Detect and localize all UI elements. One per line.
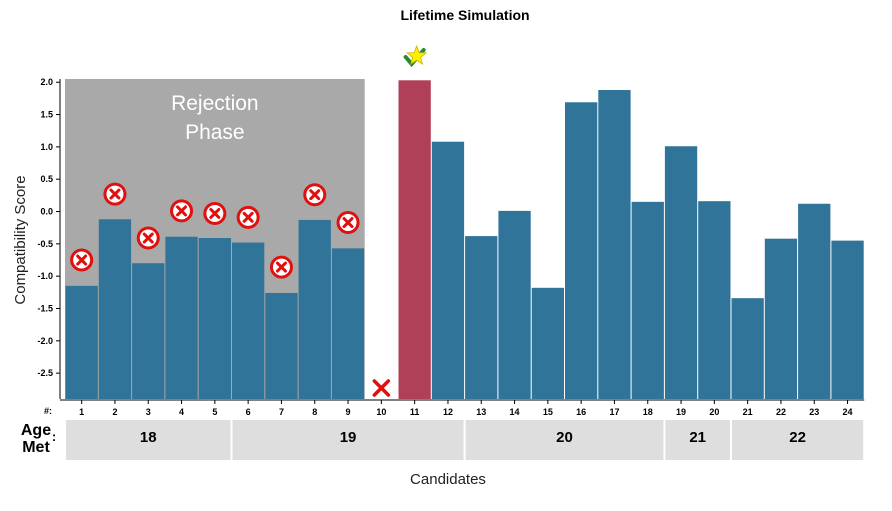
bar-candidate-15 xyxy=(531,287,564,399)
y-tick-label: -1.0 xyxy=(37,271,53,281)
x-tick-label: 11 xyxy=(410,407,420,417)
bar-candidate-12 xyxy=(431,141,465,399)
x-tick-label: 4 xyxy=(179,407,184,417)
rejected-marker-cross xyxy=(209,207,221,219)
x-tick-label: 10 xyxy=(376,407,386,417)
rejection-phase-label-line2: Phase xyxy=(185,121,245,144)
age-group-label: 18 xyxy=(140,429,157,446)
y-tick-label: 0.5 xyxy=(40,174,53,184)
x-tick-label: 23 xyxy=(809,407,819,417)
skipped-candidate-x-icon xyxy=(372,379,391,397)
rejected-marker-cross xyxy=(176,205,188,217)
bar-candidate-5 xyxy=(198,238,231,399)
age-met-label-line2: Met xyxy=(22,439,50,456)
x-tick-label: 5 xyxy=(212,407,217,417)
rejected-marker-6 xyxy=(236,205,260,229)
age-group-box xyxy=(232,420,464,460)
rejected-marker-cross xyxy=(275,261,287,273)
age-group-label: 21 xyxy=(689,429,706,446)
bar-candidate-1 xyxy=(65,285,98,399)
rejection-phase-label-line1: Rejection xyxy=(171,92,259,115)
x-tick-label: 7 xyxy=(279,407,284,417)
rejected-marker-7 xyxy=(269,255,293,279)
x-tick-label: 18 xyxy=(643,407,653,417)
bar-candidate-14 xyxy=(498,210,531,399)
bar-candidate-4 xyxy=(165,236,198,399)
x-axis-label: Candidates xyxy=(410,471,486,488)
x-tick-label: 19 xyxy=(676,407,686,417)
bar-candidate-23 xyxy=(798,203,831,399)
x-tick-label: 20 xyxy=(709,407,719,417)
y-tick-label: -2.5 xyxy=(37,368,53,378)
bar-candidate-9 xyxy=(331,248,365,399)
x-tick-label: 17 xyxy=(609,407,619,417)
x-tick-label: 24 xyxy=(843,407,853,417)
rejected-marker-cross xyxy=(76,254,88,266)
age-group-box xyxy=(66,420,231,460)
y-axis-label: Compatibility Score xyxy=(12,175,29,304)
x-tick-label: 13 xyxy=(476,407,486,417)
chart-title: Lifetime Simulation xyxy=(400,7,529,23)
x-tick-label: 9 xyxy=(346,407,351,417)
bar-candidate-22 xyxy=(764,238,798,399)
rejected-marker-1 xyxy=(70,248,94,272)
x-tick-label: 22 xyxy=(776,407,786,417)
rejected-marker-cross xyxy=(309,189,321,201)
bar-candidate-21 xyxy=(731,298,764,399)
selected-star-shape xyxy=(406,44,428,66)
bar-candidate-8 xyxy=(298,219,331,399)
bar-candidate-18 xyxy=(631,201,664,399)
bar-candidate-17 xyxy=(598,89,631,399)
y-tick-label: 2.0 xyxy=(40,77,53,87)
number-row-label: #: xyxy=(44,406,52,416)
rejected-marker-4 xyxy=(170,199,194,223)
x-tick-label: 21 xyxy=(743,407,753,417)
bar-candidate-16 xyxy=(565,102,598,399)
age-group-box xyxy=(665,420,730,460)
y-tick-label: 1.5 xyxy=(40,110,53,120)
rejected-marker-cross xyxy=(142,232,154,244)
rejected-marker-8 xyxy=(303,183,327,207)
x-tick-label: 15 xyxy=(543,407,553,417)
bar-candidate-19 xyxy=(664,146,698,399)
age-met-label-line1: Age xyxy=(21,422,51,439)
x-tick-label: 1 xyxy=(79,407,84,417)
age-group-label: 22 xyxy=(789,429,806,446)
y-tick-label: -0.5 xyxy=(37,239,53,249)
bar-candidate-13 xyxy=(465,236,498,399)
rejected-marker-cross xyxy=(109,188,121,200)
x-tick-label: 8 xyxy=(312,407,317,417)
bar-candidate-2 xyxy=(98,219,132,399)
bar-candidate-7 xyxy=(265,292,298,399)
y-tick-label: 0.0 xyxy=(40,207,53,217)
y-tick-label: -1.5 xyxy=(37,303,53,313)
bar-candidate-20 xyxy=(698,201,731,399)
x-tick-label: 16 xyxy=(576,407,586,417)
selected-star-icon xyxy=(403,44,428,68)
age-group-label: 20 xyxy=(556,429,573,446)
bar-candidate-3 xyxy=(132,263,165,399)
y-tick-label: 1.0 xyxy=(40,142,53,152)
rejected-marker-cross xyxy=(242,211,254,223)
x-tick-label: 2 xyxy=(112,407,117,417)
bar-candidate-6 xyxy=(232,242,265,399)
rejected-marker-2 xyxy=(103,182,127,206)
bar-candidate-11 xyxy=(398,80,431,399)
rejected-marker-5 xyxy=(203,201,227,225)
x-tick-label: 12 xyxy=(443,407,453,417)
x-tick-label: 3 xyxy=(146,407,151,417)
y-tick-label: -2.0 xyxy=(37,336,53,346)
rejected-marker-cross xyxy=(342,217,354,229)
age-group-box xyxy=(732,420,864,460)
age-group-box xyxy=(465,420,664,460)
age-group-label: 19 xyxy=(340,429,357,446)
x-tick-label: 6 xyxy=(246,407,251,417)
age-met-label-colon: : xyxy=(52,429,56,444)
rejected-marker-3 xyxy=(136,226,160,250)
plot-area: Rejection Phase 2.0 1.5 1.0 0.5 0.0 -0.5 -1.0 -1.… xyxy=(21,44,865,460)
rejected-marker-9 xyxy=(336,211,360,235)
bar-candidate-24 xyxy=(831,240,864,399)
x-tick-label: 14 xyxy=(510,407,520,417)
